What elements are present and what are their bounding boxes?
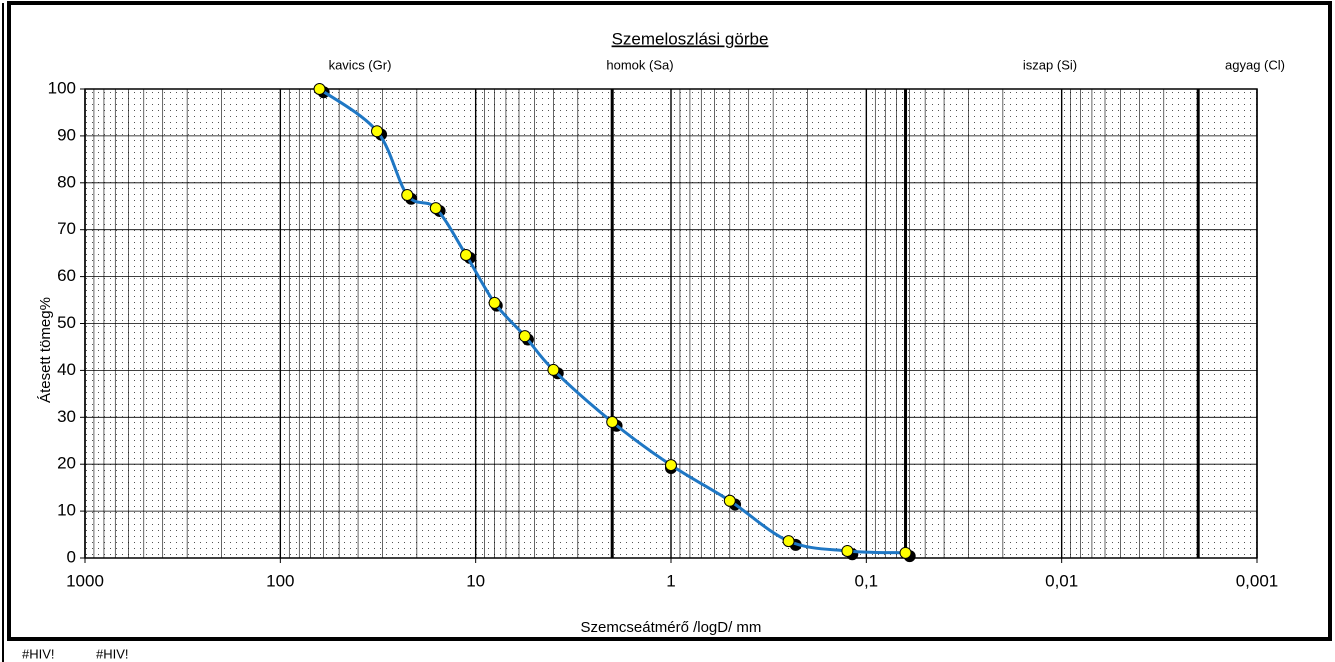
- zone-label: kavics (Gr): [329, 57, 392, 72]
- data-point: [606, 415, 619, 428]
- data-point: [460, 249, 473, 262]
- footer-text: #HIV!: [22, 646, 55, 661]
- data-point: [723, 494, 736, 507]
- data-point: [547, 363, 560, 376]
- data-point: [665, 459, 677, 472]
- y-tick-label: 10: [57, 501, 76, 520]
- data-point: [899, 546, 912, 559]
- chart-title: Szemeloszlási görbe: [612, 29, 769, 48]
- y-tick-label: 60: [57, 266, 76, 285]
- y-tick-label: 90: [57, 125, 76, 144]
- data-point: [313, 83, 326, 95]
- x-tick-label: 1000: [66, 571, 104, 590]
- data-point: [518, 330, 531, 343]
- zone-label: iszap (Si): [1023, 57, 1077, 72]
- plot-border: [84, 88, 1258, 559]
- y-tick-label: 80: [57, 172, 76, 191]
- footer-text: #HIV!: [96, 646, 129, 661]
- zone-label: homok (Sa): [606, 57, 673, 72]
- y-axis-label: Átesett tömeg%: [37, 297, 54, 403]
- y-tick-label: 20: [57, 454, 76, 473]
- data-point: [429, 202, 442, 215]
- x-tick-label: 0,1: [855, 571, 879, 590]
- x-tick-label: 100: [266, 571, 294, 590]
- y-tick-label: 100: [48, 78, 76, 97]
- y-tick-label: 0: [67, 547, 76, 566]
- y-tick-label: 30: [57, 407, 76, 426]
- x-axis-label: Szemcseátmérő /logD/ mm: [581, 619, 762, 636]
- y-tick-label: 40: [57, 360, 76, 379]
- data-point: [782, 535, 795, 548]
- data-point: [401, 188, 414, 201]
- data-point: [488, 296, 501, 309]
- x-tick-label: 0,001: [1236, 571, 1279, 590]
- x-tick-label: 10: [466, 571, 485, 590]
- data-point: [841, 544, 854, 557]
- data-point: [370, 125, 383, 138]
- x-tick-label: 0,01: [1045, 571, 1078, 590]
- x-tick-label: 1: [666, 571, 675, 590]
- y-tick-label: 50: [57, 313, 76, 332]
- y-tick-label: 70: [57, 219, 76, 238]
- zone-label: agyag (Cl): [1225, 57, 1285, 72]
